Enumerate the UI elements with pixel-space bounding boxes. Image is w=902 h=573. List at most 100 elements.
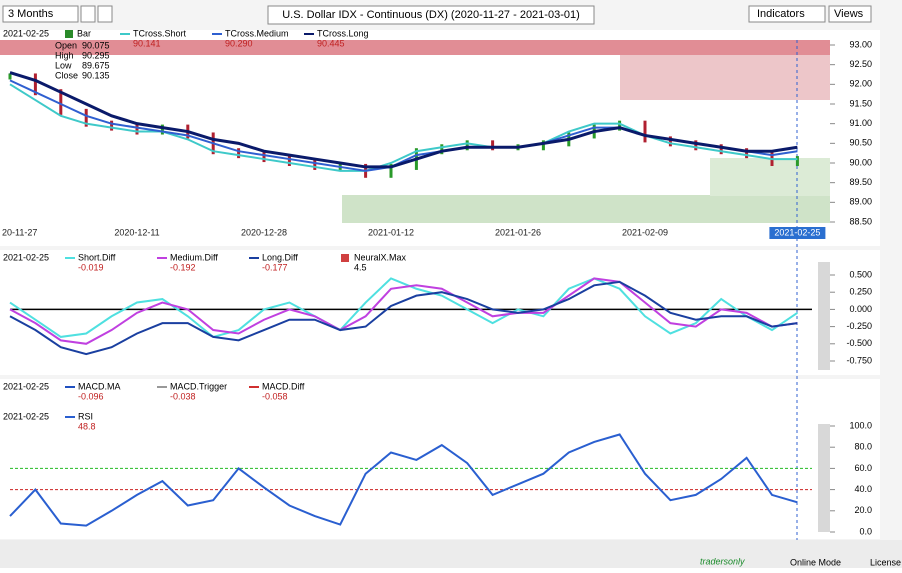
ohlc-value: 90.295 — [82, 50, 110, 60]
views-text: Views — [834, 8, 864, 20]
series-line — [9, 280, 798, 356]
legend-text: TCross.Long — [317, 28, 369, 38]
scrollbar — [818, 424, 830, 532]
legend-swatch — [65, 30, 73, 38]
legend-value: 90.141 — [133, 38, 161, 48]
ohlc-value: 89.675 — [82, 60, 110, 70]
legend-swatch — [341, 254, 349, 262]
price-bar — [643, 120, 647, 143]
diff-panel — [0, 250, 880, 375]
mode: Online Mode — [790, 557, 841, 567]
date-readout: 2021-02-25 — [3, 28, 49, 38]
price-bar — [160, 124, 164, 135]
y-tick-label: 89.50 — [849, 177, 872, 187]
title-box — [267, 5, 595, 25]
y-tick-label: 80.0 — [854, 442, 872, 452]
y-tick-label: 89.00 — [849, 197, 872, 207]
x-tick-label: 2021-01-26 — [495, 227, 541, 237]
legend-text: MACD.Diff — [262, 381, 305, 391]
price-bar — [719, 144, 723, 155]
y-tick-label: -0.750 — [846, 355, 872, 365]
period-select[interactable] — [2, 5, 79, 23]
price-bar — [59, 89, 63, 115]
indicators-button[interactable] — [748, 5, 826, 23]
x-tick-label: 2021-02-09 — [622, 227, 668, 237]
y-tick-label: 92.50 — [849, 59, 872, 69]
legend-value: -0.192 — [170, 262, 196, 272]
legend-value: 4.5 — [354, 262, 367, 272]
x-tick-label: 2021-02-25 — [774, 227, 820, 237]
chart-title: U.S. Dollar IDX - Continuous (DX) (2020-… — [282, 9, 580, 21]
legend-text: MACD.Trigger — [170, 381, 227, 391]
status-bar — [0, 540, 902, 568]
legend-text: Long.Diff — [262, 252, 298, 262]
price-bar — [694, 140, 698, 151]
y-tick-label: 90.00 — [849, 157, 872, 167]
x-tick-label: 2020-12-28 — [241, 227, 287, 237]
license: License — [870, 557, 901, 567]
y-tick-label: -0.500 — [846, 338, 872, 348]
series-line — [9, 71, 798, 169]
legend-text: Bar — [77, 28, 91, 38]
price-bar — [110, 120, 114, 131]
resistance-zone — [0, 40, 830, 55]
rsi-panel — [0, 379, 880, 539]
y-tick-label: 0.500 — [849, 269, 872, 279]
zoom-in[interactable] — [80, 5, 96, 23]
price-bar — [135, 124, 139, 135]
series-line — [9, 433, 798, 527]
period-text: 3 Months — [8, 8, 54, 20]
legend-value: -0.177 — [262, 262, 288, 272]
price-bar — [618, 120, 622, 131]
legend-value: 48.8 — [78, 421, 96, 431]
x-tick-label: 2020-12-11 — [114, 227, 159, 237]
price-bar — [745, 148, 749, 159]
series-line — [9, 277, 798, 339]
y-tick-label: 60.0 — [854, 463, 872, 473]
y-tick-label: 92.00 — [849, 79, 872, 89]
price-bar — [389, 163, 393, 178]
legend-text: TCross.Medium — [225, 28, 289, 38]
legend-text: NeuralX.Max — [354, 252, 407, 262]
price-bar — [33, 73, 37, 96]
price-bar — [541, 140, 545, 151]
legend-value: 90.290 — [225, 38, 253, 48]
legend-text: MACD.MA — [78, 381, 121, 391]
indicators-text: Indicators — [757, 8, 805, 20]
ohlc-value: 90.075 — [82, 40, 110, 50]
zoom-out[interactable] — [97, 5, 113, 23]
x-tick-label: 2021-01-12 — [368, 227, 414, 237]
support-zone — [342, 195, 830, 223]
price-bar — [8, 73, 12, 80]
ohlc-label: Close — [55, 70, 78, 80]
legend-value: 90.445 — [317, 38, 345, 48]
price-bar — [287, 156, 291, 166]
y-tick-label: 0.250 — [849, 287, 872, 297]
y-tick-label: 91.00 — [849, 118, 872, 128]
y-tick-label: 90.50 — [849, 138, 872, 148]
y-tick-label: -0.250 — [846, 321, 872, 331]
views-button[interactable] — [828, 5, 872, 23]
date-highlight — [769, 227, 826, 239]
scrollbar — [818, 262, 830, 370]
price-bar — [262, 152, 266, 163]
legend-text: Medium.Diff — [170, 252, 218, 262]
series-line — [9, 277, 798, 345]
y-tick-label: 91.50 — [849, 98, 872, 108]
price-bar — [313, 160, 317, 170]
legend-text: Short.Diff — [78, 252, 116, 262]
y-tick-label: 93.00 — [849, 39, 872, 49]
y-tick-label: 100.0 — [849, 420, 872, 430]
y-tick-label: 20.0 — [854, 505, 872, 515]
legend-value: -0.038 — [170, 391, 196, 401]
price-bar — [465, 140, 469, 151]
y-tick-label: 88.50 — [849, 216, 872, 226]
y-tick-label: 40.0 — [854, 484, 872, 494]
legend-value: -0.019 — [78, 262, 104, 272]
legend-value: -0.058 — [262, 391, 288, 401]
ohlc-label: Open — [55, 40, 77, 50]
ohlc-label: Low — [55, 60, 72, 70]
resistance-zone — [620, 55, 830, 100]
legend-value: -0.096 — [78, 391, 104, 401]
